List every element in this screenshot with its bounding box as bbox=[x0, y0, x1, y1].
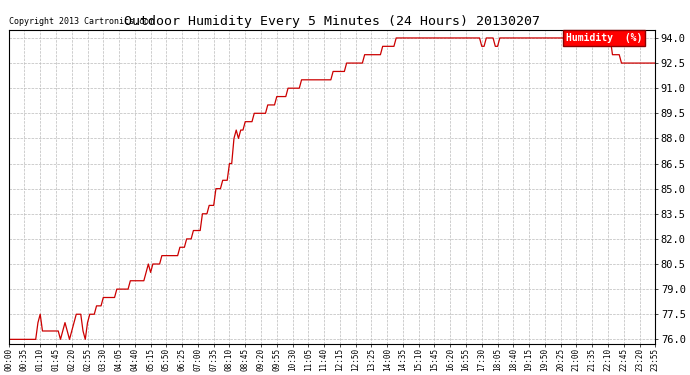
Text: Copyright 2013 Cartronics.com: Copyright 2013 Cartronics.com bbox=[9, 18, 154, 27]
Text: Humidity  (%): Humidity (%) bbox=[566, 33, 642, 43]
Title: Outdoor Humidity Every 5 Minutes (24 Hours) 20130207: Outdoor Humidity Every 5 Minutes (24 Hou… bbox=[124, 15, 540, 28]
